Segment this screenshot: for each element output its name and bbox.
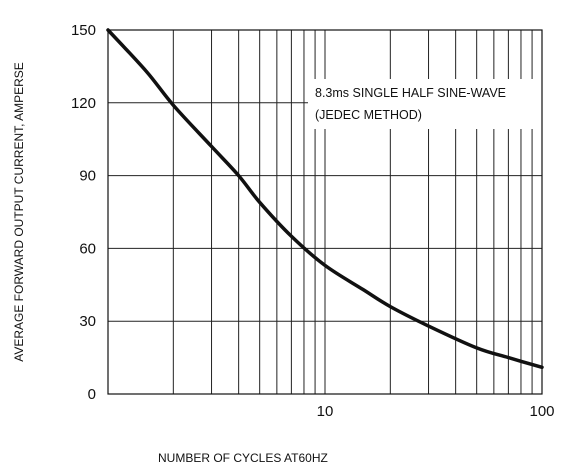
annotation-line-1: 8.3ms SINGLE HALF SINE-WAVE bbox=[315, 86, 506, 100]
y-tick-label: 120 bbox=[71, 95, 96, 112]
y-tick-label: 30 bbox=[79, 313, 96, 330]
y-tick-label: 60 bbox=[79, 240, 96, 257]
series-layer bbox=[106, 28, 544, 370]
x-ticks: 10 100 bbox=[317, 403, 555, 420]
x-tick-label: 10 bbox=[317, 403, 334, 420]
plot-border bbox=[107, 29, 543, 395]
y-tick-label: 0 bbox=[88, 386, 96, 403]
annotation-box: 8.3ms SINGLE HALF SINE-WAVE (JEDEC METHO… bbox=[308, 79, 542, 129]
y-tick-label: 150 bbox=[71, 22, 96, 39]
series-line bbox=[106, 28, 544, 370]
y-ticks: 0 30 60 90 120 150 bbox=[71, 22, 96, 403]
x-tick-label: 100 bbox=[529, 403, 554, 420]
annotation-line-2: (JEDEC METHOD) bbox=[315, 108, 422, 122]
y-axis-title: AVERAGE FORWARD OUTPUT CURRENT, AMPERSE bbox=[12, 62, 26, 362]
x-axis-title: NUMBER OF CYCLES AT60HZ bbox=[158, 451, 328, 465]
y-tick-label: 90 bbox=[79, 168, 96, 185]
